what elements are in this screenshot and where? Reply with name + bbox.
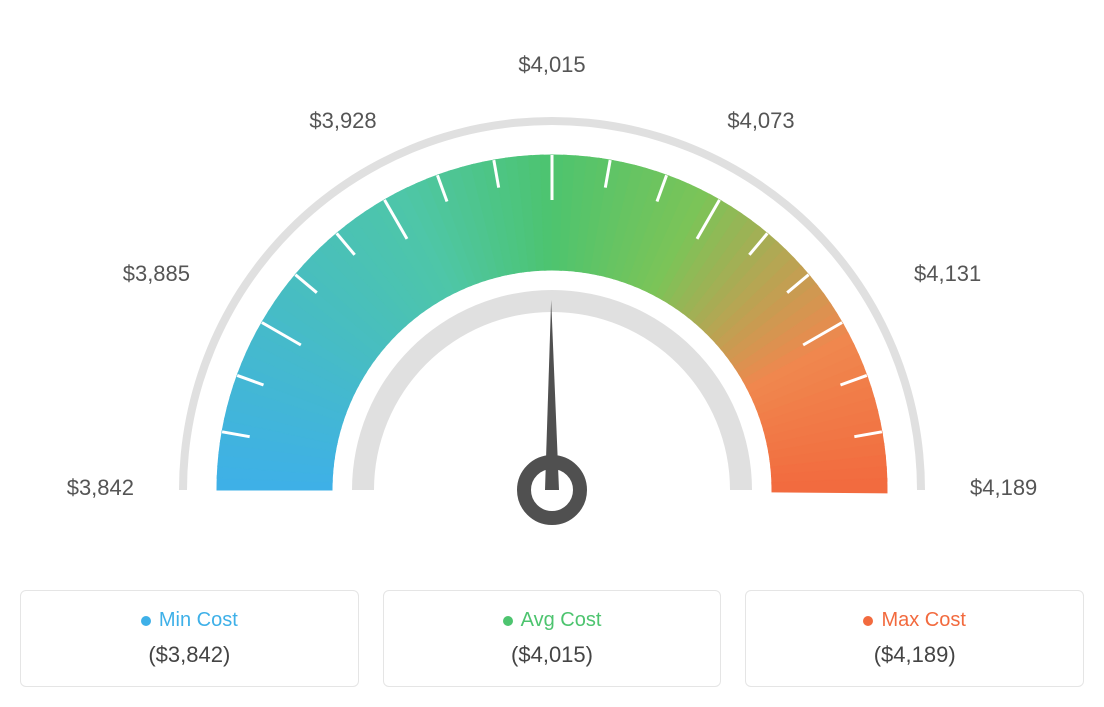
legend-top-avg: Avg Cost — [503, 609, 602, 632]
cost-gauge-chart: $3,842 $3,885 $3,928 $4,015 $4,073 $4,131 $4,1… — [20, 20, 1084, 687]
legend-dot-min — [141, 616, 151, 626]
legend-row: Min Cost ($3,842) Avg Cost ($4,015) Max … — [20, 590, 1084, 687]
legend-label-avg: Avg Cost — [521, 609, 602, 632]
svg-text:$3,928: $3,928 — [309, 108, 376, 133]
svg-text:$3,885: $3,885 — [123, 261, 190, 286]
svg-text:$3,842: $3,842 — [67, 475, 134, 500]
legend-value-max: ($4,189) — [874, 642, 956, 668]
legend-dot-max — [863, 616, 873, 626]
legend-top-max: Max Cost — [863, 609, 965, 632]
legend-value-min: ($3,842) — [148, 642, 230, 668]
legend-label-max: Max Cost — [881, 609, 965, 632]
legend-card-avg: Avg Cost ($4,015) — [383, 590, 722, 687]
svg-text:$4,131: $4,131 — [914, 261, 981, 286]
legend-label-min: Min Cost — [159, 609, 238, 632]
legend-card-min: Min Cost ($3,842) — [20, 590, 359, 687]
legend-dot-avg — [503, 616, 513, 626]
legend-card-max: Max Cost ($4,189) — [745, 590, 1084, 687]
gauge-svg: $3,842 $3,885 $3,928 $4,015 $4,073 $4,131 $4,1… — [20, 20, 1084, 580]
svg-text:$4,073: $4,073 — [727, 108, 794, 133]
legend-top-min: Min Cost — [141, 609, 238, 632]
svg-text:$4,015: $4,015 — [518, 52, 585, 77]
svg-text:$4,189: $4,189 — [970, 475, 1037, 500]
legend-value-avg: ($4,015) — [511, 642, 593, 668]
